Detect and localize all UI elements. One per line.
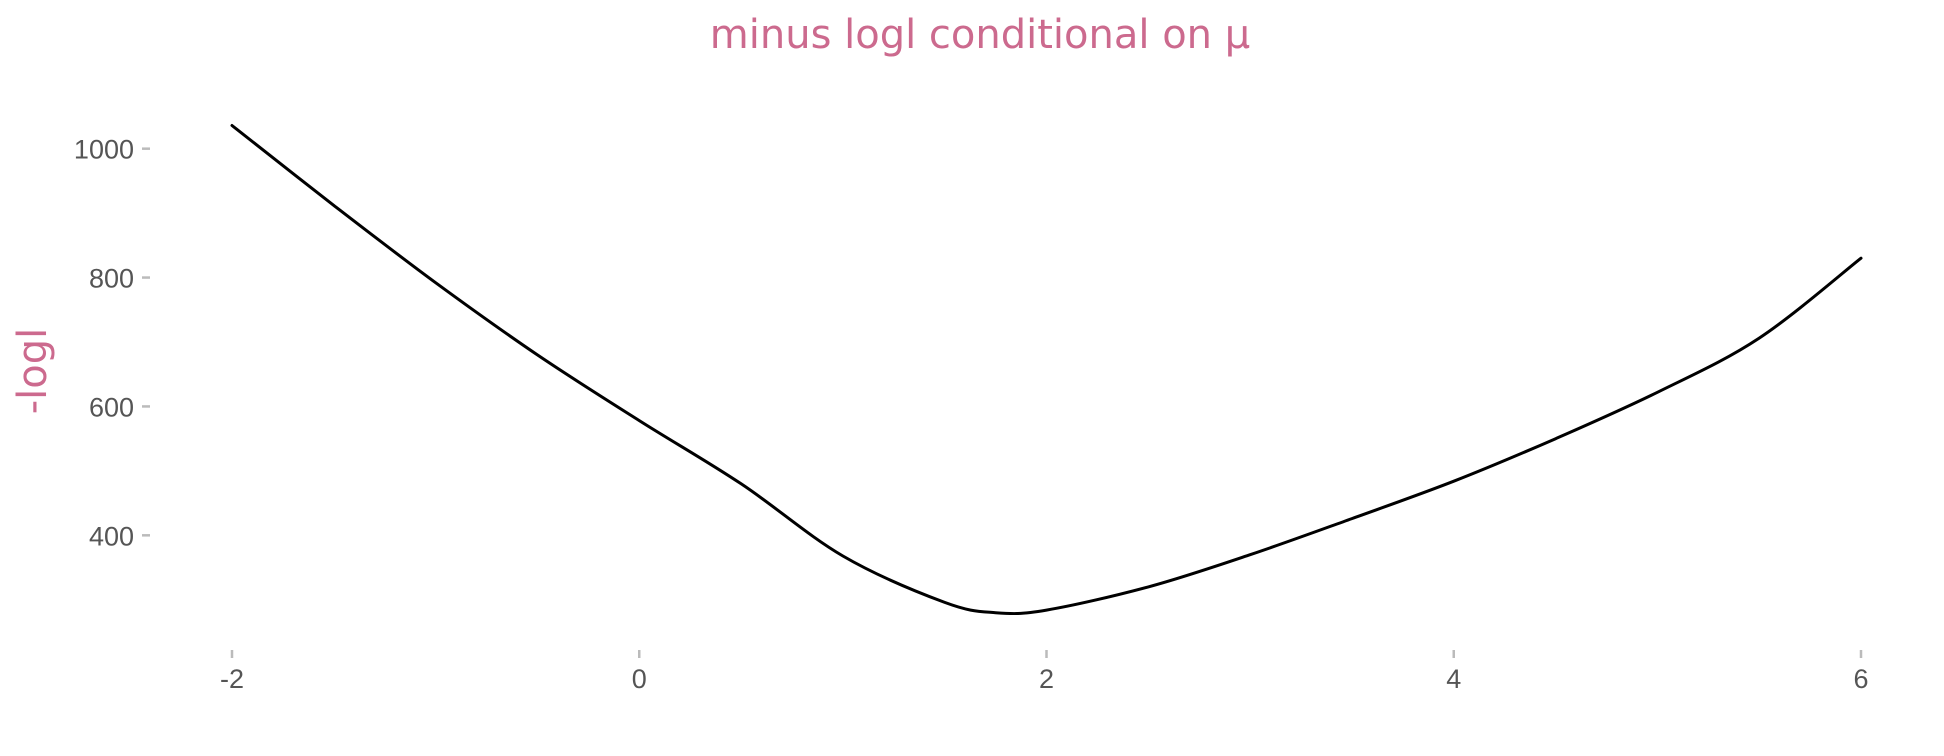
y-tick-label: 400	[89, 521, 134, 551]
x-tick-label: 6	[1853, 664, 1868, 694]
y-tick-label: 1000	[74, 135, 134, 165]
plot-area	[230, 124, 1863, 616]
y-tick-label: 600	[89, 392, 134, 422]
y-axis: 400 600 800 1000	[74, 135, 150, 551]
x-axis: -2 0 2 4 6	[220, 650, 1869, 694]
y-tick-label: 800	[89, 264, 134, 294]
y-axis-label: -logl	[10, 328, 56, 415]
x-tick-label: 4	[1446, 664, 1461, 694]
chart-title: minus logl conditional on μ	[710, 12, 1250, 58]
series-line	[230, 124, 1863, 616]
x-tick-label: -2	[220, 664, 244, 694]
x-tick-label: 0	[632, 664, 647, 694]
x-tick-label: 2	[1039, 664, 1054, 694]
